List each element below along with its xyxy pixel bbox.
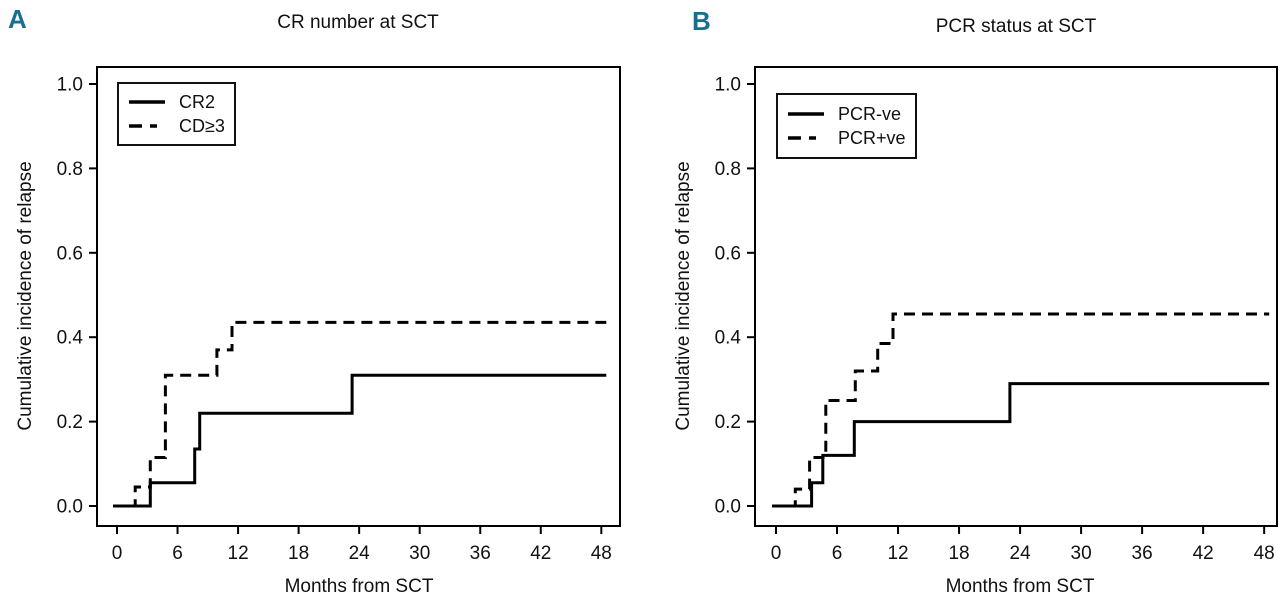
x-tick-label: 0 <box>112 543 123 564</box>
y-tick-label: 0.6 <box>715 243 741 264</box>
panel-b-y-axis-label: Cumulative incidence of relapse <box>673 161 694 431</box>
x-tick-label: 30 <box>1071 543 1092 564</box>
x-tick-label: 12 <box>228 543 249 564</box>
y-axis-ticks: 0.0 0.2 0.4 0.6 0.8 1.0 <box>715 75 755 518</box>
panel-b-title: PCR status at SCT <box>935 16 1097 37</box>
dashed-line-icon <box>788 136 824 140</box>
y-tick-label: 0.8 <box>57 159 83 180</box>
panel-a-plot: 0 6 12 18 24 30 36 42 48 0.0 0.2 0.4 0.6 0.8 1.0 <box>57 66 621 564</box>
x-tick-label: 24 <box>349 543 371 564</box>
panel-a-letter: A <box>8 4 27 34</box>
x-tick-label: 24 <box>1010 543 1032 564</box>
panel-b-letter: B <box>692 6 711 36</box>
panel-a-x-axis-label: Months from SCT <box>284 576 434 597</box>
x-tick-label: 12 <box>887 543 908 564</box>
series-curve-PCR-ve <box>772 382 1270 508</box>
y-tick-label: 0.0 <box>715 497 741 518</box>
y-tick-label: 0.4 <box>715 328 742 349</box>
y-tick-label: 1.0 <box>57 75 83 96</box>
panel-a-legend: CR2 CD≥3 <box>117 82 236 146</box>
x-tick-label: 36 <box>1132 543 1153 564</box>
x-tick-label: 42 <box>1193 543 1214 564</box>
x-tick-label: 48 <box>591 543 612 564</box>
x-tick-label: 0 <box>771 543 782 564</box>
legend-item: PCR+ve <box>786 128 907 149</box>
y-tick-label: 0.4 <box>57 328 84 349</box>
legend-label: CD≥3 <box>179 115 225 136</box>
y-tick-label: 0.2 <box>715 412 741 433</box>
x-axis-ticks: 0 6 12 18 24 30 36 42 48 <box>771 526 1275 564</box>
x-tick-label: 42 <box>530 543 551 564</box>
x-tick-label: 48 <box>1254 543 1275 564</box>
y-tick-label: 1.0 <box>715 75 741 96</box>
x-tick-label: 30 <box>409 543 430 564</box>
x-tick-label: 6 <box>172 543 183 564</box>
y-axis-ticks: 0.0 0.2 0.4 0.6 0.8 1.0 <box>57 75 97 518</box>
legend-item: PCR-ve <box>786 104 907 125</box>
x-tick-label: 18 <box>948 543 969 564</box>
legend-item: CD≥3 <box>127 116 226 137</box>
y-tick-label: 0.2 <box>57 412 83 433</box>
y-tick-label: 0.6 <box>57 243 83 264</box>
x-tick-label: 18 <box>288 543 309 564</box>
legend-label: PCR+ve <box>838 127 906 148</box>
panel-b-plot: 0 6 12 18 24 30 36 42 48 0.0 0.2 0.4 0.6 0.8 1.0 <box>715 66 1278 564</box>
legend-item: CR2 <box>127 92 226 113</box>
panel-a-title: CR number at SCT <box>277 12 439 33</box>
series-curve-CD≥3 <box>113 320 607 508</box>
solid-line-icon <box>788 112 824 116</box>
legend-label: CR2 <box>179 91 216 112</box>
legend-label: PCR-ve <box>838 103 902 124</box>
x-tick-label: 36 <box>470 543 491 564</box>
series-curve-PCR+ve <box>772 312 1270 508</box>
plot-frame <box>754 66 1278 527</box>
series-curve-CR2 <box>113 373 607 508</box>
solid-line-icon <box>129 100 165 104</box>
y-tick-label: 0.8 <box>715 159 741 180</box>
panel-b-x-axis-label: Months from SCT <box>945 576 1095 597</box>
x-tick-label: 6 <box>832 543 843 564</box>
panel-a-y-axis-label: Cumulative incidence of relapse <box>15 161 36 431</box>
panel-b-legend: PCR-ve PCR+ve <box>776 93 917 159</box>
dashed-line-icon <box>129 124 165 128</box>
x-axis-ticks: 0 6 12 18 24 30 36 42 48 <box>112 526 612 564</box>
y-tick-label: 0.0 <box>57 497 83 518</box>
